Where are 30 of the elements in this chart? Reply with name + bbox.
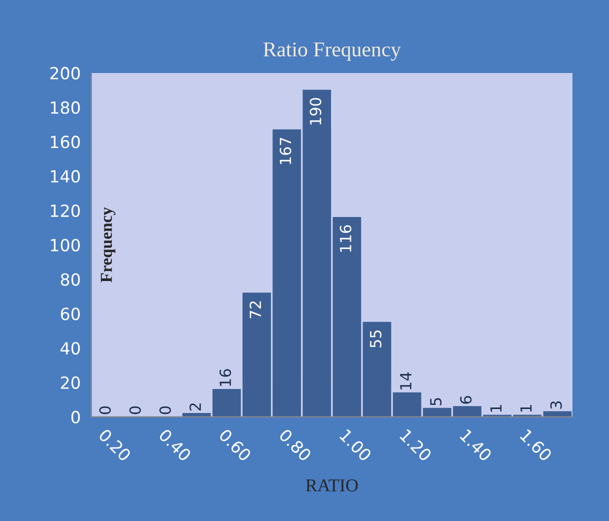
data-label: 0 xyxy=(129,406,141,414)
y-tick-label: 160 xyxy=(50,136,80,148)
data-label: 167 xyxy=(280,138,292,164)
data-label: 190 xyxy=(310,98,322,124)
data-label: 16 xyxy=(220,369,232,386)
data-label: 1 xyxy=(490,405,502,412)
data-label: 3 xyxy=(550,401,562,409)
y-tick-label: 60 xyxy=(60,308,80,320)
y-tick-label: 120 xyxy=(50,204,80,218)
y-tick-label: 0 xyxy=(71,410,80,424)
y-tick-label: 20 xyxy=(60,376,80,389)
data-label: 14 xyxy=(400,372,412,390)
x-axis-title: RATIO xyxy=(306,479,358,492)
y-tick-label: 40 xyxy=(60,342,80,355)
y-axis-title: Frequency xyxy=(100,207,116,282)
y-tick-label: 100 xyxy=(50,238,80,252)
data-label: 0 xyxy=(159,406,171,414)
data-label: 55 xyxy=(370,330,382,348)
data-label: 2 xyxy=(189,403,201,411)
y-tick-label: 200 xyxy=(50,66,80,80)
data-label: 72 xyxy=(250,301,261,318)
data-label: 5 xyxy=(430,398,442,406)
data-label: 116 xyxy=(340,225,352,252)
data-label: 1 xyxy=(520,405,532,412)
y-tick-label: 180 xyxy=(50,101,80,114)
y-tick-label: 80 xyxy=(60,273,80,286)
y-tick-label: 140 xyxy=(50,170,80,183)
data-label: 6 xyxy=(460,396,472,404)
data-label: 0 xyxy=(99,406,111,414)
chart-title: Ratio Frequency xyxy=(263,42,401,61)
